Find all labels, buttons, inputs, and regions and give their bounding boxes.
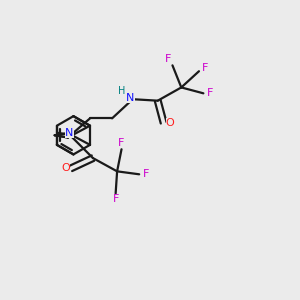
Text: F: F: [165, 55, 171, 64]
Text: O: O: [166, 118, 175, 128]
Text: H: H: [118, 86, 125, 96]
Text: O: O: [61, 164, 70, 173]
Text: N: N: [126, 93, 134, 103]
Text: F: F: [202, 63, 208, 73]
Text: F: F: [142, 169, 149, 179]
Text: F: F: [118, 138, 125, 148]
Text: F: F: [112, 194, 119, 204]
Text: N: N: [65, 128, 74, 138]
Text: F: F: [207, 88, 213, 98]
